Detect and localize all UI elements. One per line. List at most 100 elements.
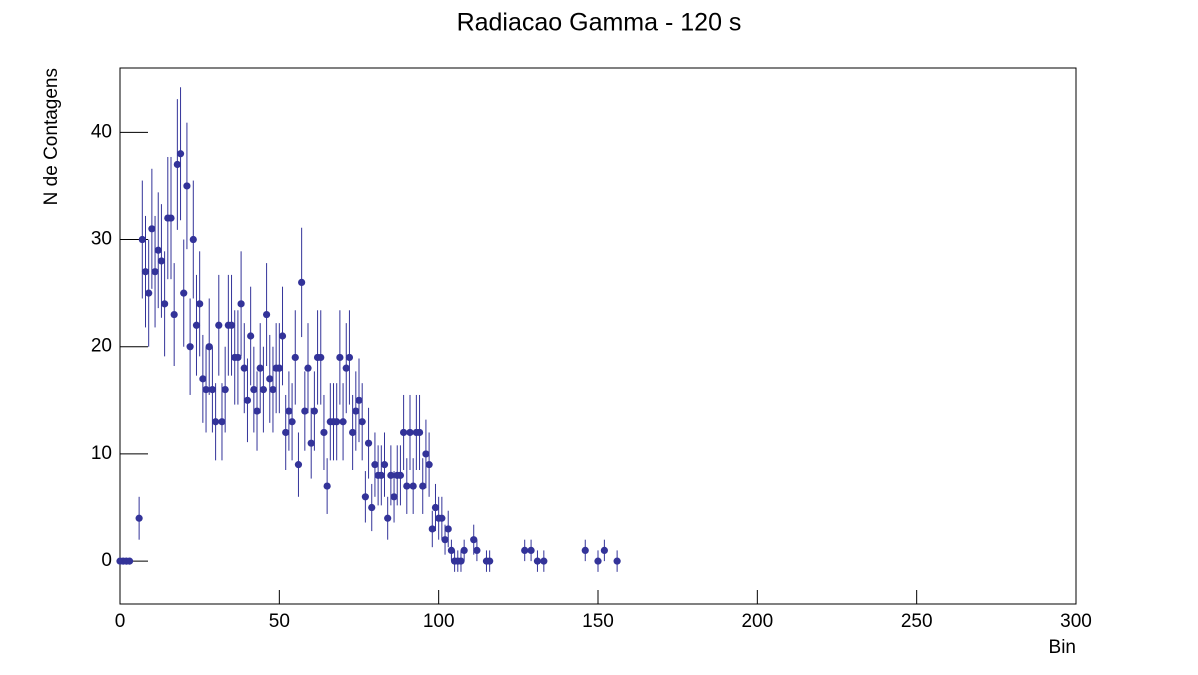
- data-point: [180, 289, 188, 297]
- data-point: [247, 332, 255, 340]
- data-point: [259, 386, 267, 394]
- data-point: [352, 407, 360, 415]
- data-point: [431, 503, 440, 512]
- data-point: [336, 353, 344, 362]
- data-point: [345, 353, 354, 362]
- data-point: [339, 418, 347, 426]
- data-point: [361, 493, 369, 501]
- data-point: [355, 396, 363, 404]
- data-point: [253, 407, 261, 415]
- data-point: [438, 514, 446, 522]
- x-tick-label: 200: [741, 611, 773, 632]
- data-point: [138, 235, 146, 244]
- data-point: [349, 428, 357, 437]
- data-point: [256, 364, 264, 372]
- data-point: [400, 428, 408, 437]
- data-point: [262, 310, 271, 319]
- data-point: [151, 268, 159, 276]
- data-point: [192, 321, 201, 329]
- data-point: [317, 353, 325, 362]
- data-point: [368, 503, 376, 512]
- data-point: [202, 386, 210, 394]
- y-tick-label: 10: [91, 443, 112, 464]
- data-point: [294, 461, 303, 469]
- data-point: [205, 343, 213, 351]
- data-point: [444, 525, 452, 533]
- data-point: [320, 428, 328, 437]
- data-point: [613, 557, 621, 565]
- data-point: [406, 428, 414, 437]
- data-point: [218, 418, 226, 426]
- data-point: [154, 246, 162, 254]
- data-point: [310, 407, 318, 415]
- y-tick-label: 0: [101, 550, 112, 571]
- y-tick-label: 30: [91, 229, 112, 250]
- data-point: [199, 375, 207, 383]
- data-point: [527, 546, 535, 555]
- data-point: [167, 214, 175, 222]
- data-point: [186, 343, 194, 351]
- data-point: [409, 482, 417, 490]
- data-point: [170, 310, 178, 319]
- data-point: [212, 418, 220, 426]
- data-point: [380, 461, 389, 469]
- y-axis-label: N de Contagens: [41, 68, 62, 205]
- data-point: [291, 353, 299, 362]
- data-point: [275, 364, 283, 372]
- data-point: [333, 418, 341, 426]
- data-point: [384, 514, 392, 522]
- data-point: [364, 439, 373, 447]
- plot-frame: [119, 67, 1077, 605]
- data-point: [288, 418, 296, 426]
- data-point: [148, 225, 156, 233]
- data-point: [486, 557, 494, 565]
- data-point: [396, 471, 405, 479]
- data-point: [301, 407, 309, 415]
- data-point: [208, 386, 217, 394]
- data-point: [304, 364, 312, 372]
- x-tick-label: 50: [269, 611, 290, 632]
- data-point: [125, 557, 134, 565]
- data-point: [323, 482, 331, 490]
- data-point: [237, 300, 245, 308]
- data-point: [581, 546, 589, 555]
- data-point: [521, 546, 529, 555]
- data-point: [215, 321, 223, 329]
- data-point: [377, 471, 385, 479]
- data-point: [307, 439, 315, 447]
- data-point: [415, 428, 424, 437]
- data-point: [594, 557, 602, 565]
- data-point: [473, 546, 481, 555]
- data-point: [176, 150, 185, 158]
- data-point: [243, 396, 252, 404]
- data-point: [533, 557, 542, 565]
- data-point: [282, 428, 290, 437]
- y-tick-label: 20: [91, 336, 112, 357]
- data-point: [447, 546, 456, 555]
- data-point: [145, 289, 153, 297]
- data-point: [371, 461, 379, 469]
- data-point: [141, 268, 150, 276]
- data-point: [342, 364, 350, 372]
- data-point: [387, 471, 395, 479]
- data-point: [298, 278, 306, 286]
- data-point: [403, 482, 411, 490]
- x-tick-label: 0: [115, 611, 126, 632]
- data-point: [358, 418, 366, 426]
- data-point: [189, 235, 197, 244]
- data-point: [460, 546, 468, 555]
- data-point: [161, 300, 169, 308]
- x-tick-label: 150: [582, 611, 614, 632]
- data-point: [240, 364, 248, 372]
- data-point: [441, 536, 449, 544]
- x-axis-label: Bin: [1049, 637, 1076, 658]
- data-point: [285, 407, 293, 415]
- data-point: [600, 546, 608, 555]
- data-point: [221, 386, 229, 394]
- chart-title: Radiacao Gamma - 120 s: [457, 9, 742, 37]
- data-point: [269, 386, 277, 394]
- data-point: [419, 482, 427, 490]
- data-point: [540, 557, 548, 565]
- data-point: [266, 375, 274, 383]
